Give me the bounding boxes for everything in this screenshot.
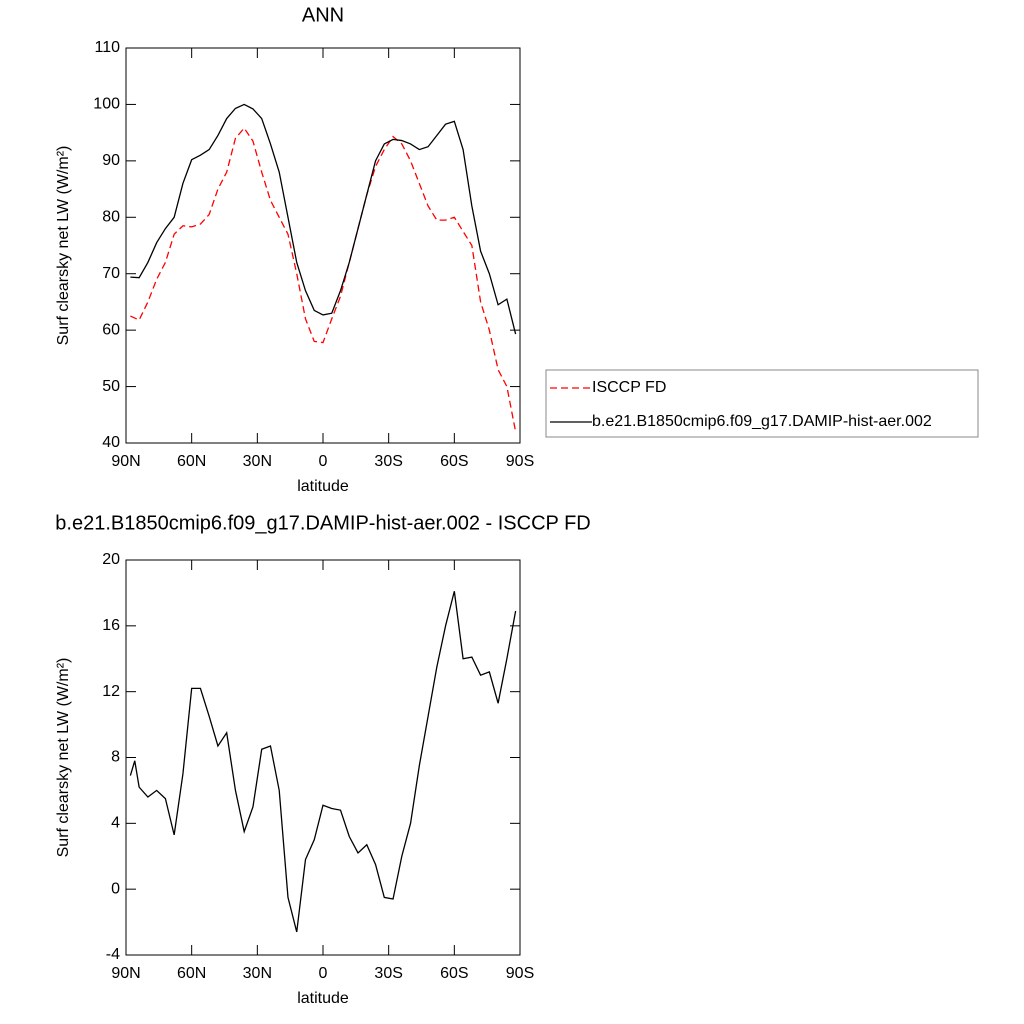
- y-tick-label: 12: [102, 683, 120, 700]
- data-line: [129, 591, 517, 933]
- x-axis-label: latitude: [297, 990, 349, 1007]
- x-tick-label: 90S: [506, 965, 534, 982]
- x-tick-label: 90N: [111, 453, 140, 470]
- legend-box: [545, 369, 979, 438]
- y-tick-label: 8: [111, 749, 120, 766]
- y-tick-label: 50: [102, 378, 120, 395]
- legend-label: b.e21.B1850cmip6.f09_g17.DAMIP-hist-aer.…: [592, 413, 932, 430]
- y-tick-label: 40: [102, 434, 120, 451]
- y-tick-label: 70: [102, 265, 120, 282]
- legend-label: ISCCP FD: [592, 379, 666, 396]
- data-line: [130, 103, 517, 335]
- y-tick-label: -4: [106, 946, 120, 963]
- x-tick-label: 60N: [177, 965, 206, 982]
- chart-title: b.e21.B1850cmip6.f09_g17.DAMIP-hist-aer.…: [55, 512, 590, 534]
- y-tick-label: 110: [94, 39, 120, 56]
- y-tick-label: 20: [102, 551, 120, 568]
- y-tick-label: 16: [102, 617, 120, 634]
- y-tick-label: 100: [93, 96, 120, 113]
- x-tick-label: 90S: [506, 453, 534, 470]
- x-tick-label: 30N: [243, 453, 272, 470]
- x-tick-label: 60N: [177, 453, 206, 470]
- y-tick-label: 90: [102, 152, 120, 169]
- x-tick-label: 60S: [440, 965, 468, 982]
- x-tick-label: 30N: [243, 965, 272, 982]
- x-tick-label: 0: [319, 453, 328, 470]
- y-tick-label: 4: [111, 815, 120, 832]
- data-line: [130, 127, 517, 432]
- y-tick-label: 60: [102, 321, 120, 338]
- y-tick-label: 80: [102, 209, 120, 226]
- x-tick-label: 90N: [111, 965, 140, 982]
- y-tick-label: 0: [111, 880, 120, 897]
- plot-frame: [125, 47, 521, 444]
- y-axis-label: Surf clearsky net LW (W/m²): [55, 658, 72, 858]
- x-tick-label: 60S: [440, 453, 468, 470]
- x-tick-label: 30S: [374, 965, 402, 982]
- x-axis-label: latitude: [297, 478, 349, 495]
- y-axis-label: Surf clearsky net LW (W/m²): [55, 146, 72, 346]
- x-tick-label: 0: [319, 965, 328, 982]
- x-tick-label: 30S: [374, 453, 402, 470]
- chart-title: ANN: [302, 4, 344, 26]
